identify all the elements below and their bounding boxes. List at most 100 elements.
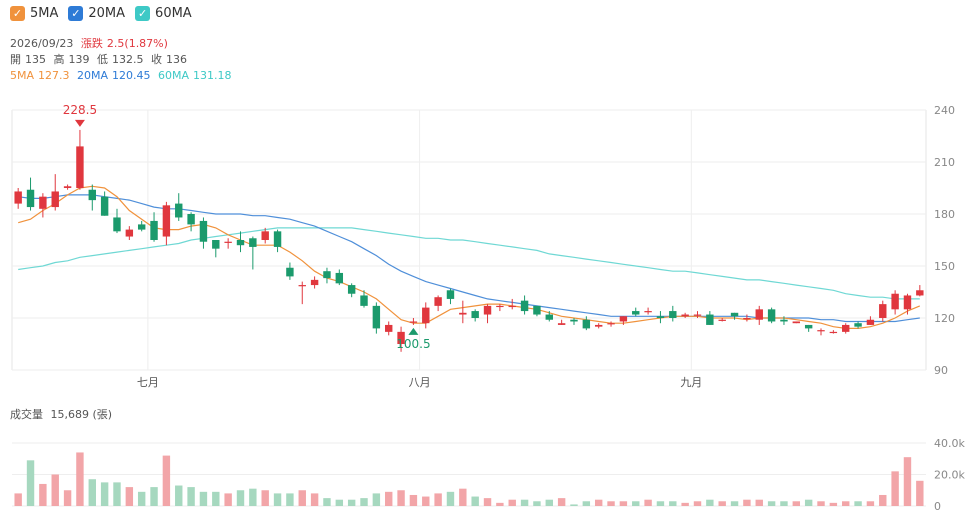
candle bbox=[51, 174, 59, 211]
volume-bar bbox=[175, 485, 183, 506]
info-ma60-label: 60MA bbox=[158, 69, 190, 82]
volume-bar bbox=[360, 498, 368, 506]
volume-bar bbox=[471, 496, 479, 506]
price-y-tick-label: 180 bbox=[934, 208, 955, 221]
candle-body bbox=[916, 290, 924, 296]
candle bbox=[100, 191, 109, 216]
volume-bar bbox=[792, 501, 801, 506]
legend-60ma[interactable]: ✓ 60MA bbox=[135, 6, 192, 21]
candle bbox=[261, 227, 269, 244]
candle-body bbox=[88, 189, 96, 201]
volume-bar bbox=[76, 452, 84, 506]
candle-body bbox=[187, 214, 195, 225]
candle-body bbox=[51, 191, 59, 208]
info-ma20-label: 20MA bbox=[77, 69, 109, 82]
candle bbox=[520, 295, 529, 315]
candle-body bbox=[446, 290, 455, 299]
legend-20ma-label: 20MA bbox=[88, 6, 126, 21]
info-ma20: 120.45 bbox=[112, 69, 151, 82]
volume-bar bbox=[644, 499, 652, 506]
volume-bar bbox=[594, 499, 603, 506]
candle bbox=[866, 316, 875, 325]
candle-body bbox=[76, 146, 84, 188]
candle bbox=[360, 290, 368, 308]
candle-body bbox=[224, 241, 232, 243]
candle bbox=[347, 283, 356, 298]
info-row-ma: 5MA 127.3 20MA 120.45 60MA 131.18 bbox=[10, 68, 236, 84]
candle-body bbox=[755, 309, 763, 320]
volume-bar bbox=[520, 499, 529, 506]
candle bbox=[718, 318, 726, 322]
candle-body bbox=[113, 217, 121, 232]
volume-bar bbox=[446, 491, 455, 506]
candle bbox=[706, 311, 714, 325]
candle bbox=[804, 324, 813, 332]
candle-body bbox=[681, 314, 689, 317]
candle bbox=[372, 302, 381, 334]
candle bbox=[335, 269, 344, 286]
info-close: 136 bbox=[166, 53, 187, 66]
volume-bar bbox=[459, 488, 467, 506]
candle-body bbox=[26, 189, 35, 208]
candle bbox=[199, 217, 208, 249]
checkbox-icon[interactable]: ✓ bbox=[68, 6, 84, 21]
checkbox-icon[interactable]: ✓ bbox=[10, 6, 25, 21]
candle bbox=[632, 307, 640, 317]
volume-y-tick-label: 0 bbox=[934, 500, 941, 513]
checkbox-icon[interactable]: ✓ bbox=[135, 6, 151, 21]
volume-bar bbox=[422, 496, 430, 506]
candle-body bbox=[212, 240, 220, 249]
candle-body bbox=[347, 285, 356, 294]
candle-body bbox=[236, 240, 245, 246]
candle-body bbox=[706, 314, 714, 325]
candle-body bbox=[854, 323, 862, 327]
candle bbox=[224, 238, 232, 249]
legend-20ma[interactable]: ✓ 20MA bbox=[68, 6, 125, 21]
info-open-label: 開 bbox=[10, 53, 21, 66]
price-y-tick-label: 120 bbox=[934, 312, 955, 325]
candle bbox=[459, 300, 467, 324]
candle-body bbox=[422, 307, 430, 324]
volume-bar bbox=[347, 499, 356, 506]
volume-bar bbox=[582, 501, 591, 506]
info-high: 139 bbox=[68, 53, 90, 66]
legend-5ma[interactable]: ✓ 5MA bbox=[10, 6, 58, 21]
info-close-label: 收 bbox=[151, 53, 162, 66]
candle bbox=[607, 321, 615, 327]
volume-bar bbox=[335, 499, 344, 506]
volume-bar bbox=[693, 501, 702, 506]
candle bbox=[496, 304, 504, 312]
volume-bar bbox=[212, 491, 220, 506]
volume-bar bbox=[51, 474, 59, 506]
candle bbox=[39, 193, 47, 218]
high-marker-icon bbox=[74, 119, 85, 127]
volume-bar bbox=[829, 502, 838, 506]
volume-bar bbox=[224, 493, 232, 506]
price-y-tick-label: 210 bbox=[934, 156, 955, 169]
candle-body bbox=[63, 186, 72, 188]
volume-bar bbox=[632, 501, 640, 506]
candle bbox=[916, 285, 924, 297]
volume-bar bbox=[755, 499, 763, 506]
candle bbox=[483, 304, 492, 324]
info-high-label: 高 bbox=[53, 53, 65, 66]
candle-body bbox=[483, 305, 492, 315]
info-row-date: 2026/09/23 漲跌 2.5(1.87%) bbox=[10, 36, 172, 52]
candle-body bbox=[903, 295, 912, 310]
volume-bar bbox=[100, 482, 109, 506]
volume-label: 成交量 bbox=[10, 408, 43, 421]
info-date: 2026/09/23 bbox=[10, 37, 74, 50]
candle-body bbox=[162, 205, 171, 237]
month-tick-label: 九月 bbox=[680, 376, 702, 389]
candle-body bbox=[619, 316, 628, 322]
candle-body bbox=[496, 305, 504, 308]
volume-bar bbox=[804, 499, 813, 506]
volume-bar bbox=[39, 483, 47, 506]
candle-body bbox=[360, 295, 368, 306]
volume-bar bbox=[323, 498, 331, 506]
volume-bar bbox=[681, 502, 689, 506]
candle bbox=[780, 316, 788, 325]
volume-bar bbox=[656, 501, 665, 506]
candle bbox=[755, 305, 763, 325]
